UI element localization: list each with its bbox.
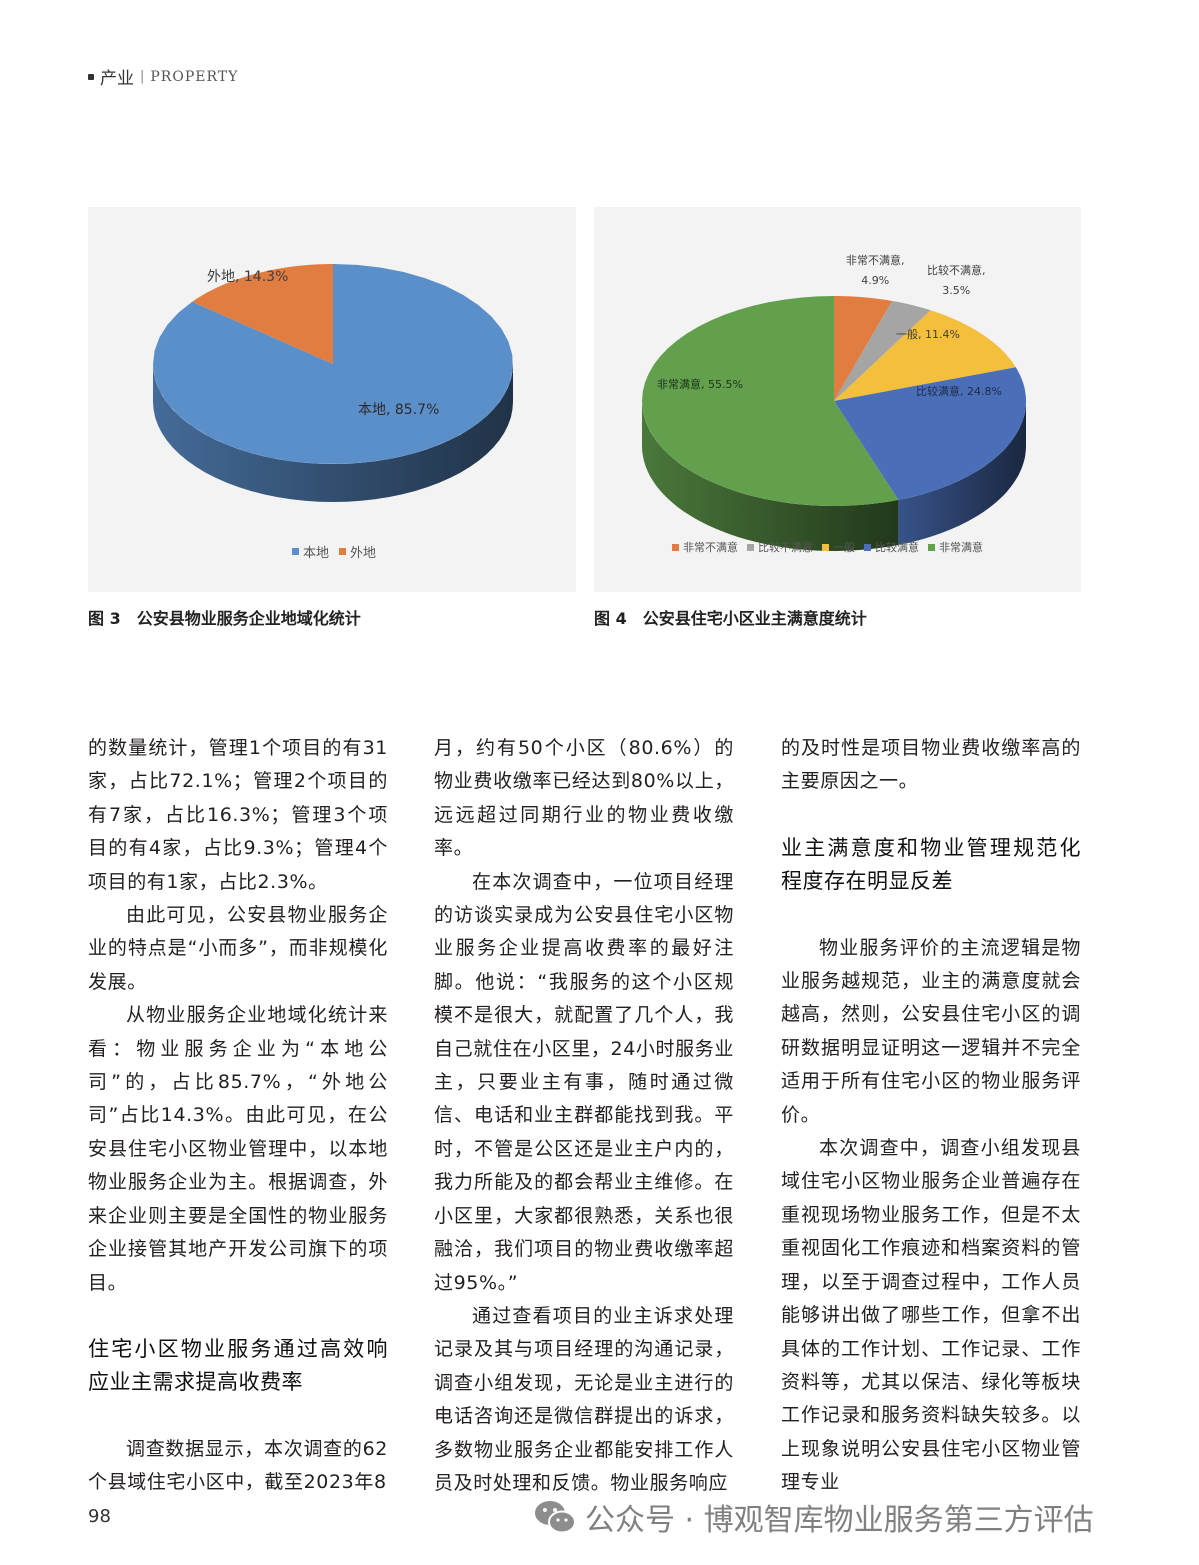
- pie-slice-非常不满意: [834, 296, 893, 401]
- legend-swatch: [672, 543, 679, 551]
- data-label-neutral: 一般, 11.4%: [896, 328, 960, 341]
- paragraph: 月，约有50个小区（80.6%）的物业费收缴率已经达到80%以上，远远超过同期行…: [434, 737, 734, 860]
- bullet-icon: [88, 73, 94, 80]
- figure-4-chart: 非常不满意, 4.9% 比较不满意, 3.5% 一般, 11.4% 比较满意, 24…: [594, 207, 1081, 592]
- paragraph: 的及时性是项目物业费收缴率高的主要原因之一。: [781, 737, 1081, 793]
- data-label-very-unsatisfied: 非常不满意, 4.9%: [846, 251, 905, 291]
- section-heading: 住宅小区物业服务通过高效响应业主需求提高收费率: [88, 1336, 388, 1395]
- legend-swatch: [928, 543, 935, 551]
- pie-slice-非常满意: [642, 296, 899, 506]
- paragraph: 在本次调查中，一位项目经理的访谈实录成为公安县住宅小区物业服务企业提高收费率的最…: [434, 870, 734, 1294]
- paragraph: 物业服务评价的主流逻辑是物业服务越规范，业主的满意度就会越高，然则，公安县住宅小…: [781, 936, 1081, 1126]
- section-title: 产业: [100, 69, 134, 89]
- legend-item: 比较满意: [864, 539, 919, 555]
- legend-item: 本地: [292, 542, 329, 561]
- data-label-waidi: 外地, 14.3%: [207, 269, 289, 285]
- pie-slice-比较满意: [834, 367, 1026, 500]
- figure-4-caption: 图 4 公安县住宅小区业主满意度统计: [594, 609, 867, 628]
- legend-item: 比较不满意: [747, 539, 813, 555]
- pie-chart-3d: [153, 264, 513, 502]
- pie-slice-比较不满意: [834, 300, 931, 401]
- data-label-very-satisfied: 非常满意, 55.5%: [657, 378, 743, 391]
- legend-label: 本地: [303, 546, 330, 561]
- chart-legend: 本地 外地: [292, 542, 376, 561]
- separator: |: [140, 69, 145, 84]
- label-line: 非常不满意,: [846, 254, 905, 267]
- legend-item: 非常满意: [928, 539, 983, 555]
- pie-slice-side: [642, 401, 899, 551]
- legend-swatch: [864, 543, 871, 551]
- pie-slice-本地: [153, 264, 513, 464]
- pie-chart-3d: [642, 296, 1026, 551]
- pie-slice-side: [153, 364, 513, 502]
- section-heading: 业主满意度和物业管理规范化程度存在明显反差: [781, 835, 1081, 894]
- legend-label: 比较不满意: [758, 541, 813, 554]
- legend-swatch: [747, 543, 754, 551]
- legend-label: 非常满意: [939, 541, 983, 554]
- figure-3-caption: 图 3 公安县物业服务企业地域化统计: [88, 609, 361, 628]
- pie-slice-外地: [192, 264, 333, 364]
- paragraph: 由此可见，公安县物业服务企业的特点是“小而多”，而非规模化发展。: [88, 904, 388, 993]
- paragraph: 调查数据显示，本次调查的62个县域住宅小区中，截至2023年8: [88, 1437, 388, 1494]
- data-label-bendi: 本地, 85.7%: [358, 402, 440, 418]
- pie-slice-side: [898, 401, 1026, 545]
- legend-item: 一般: [822, 539, 855, 555]
- text-column-1: 的数量统计，管理1个项目的有31家，占比72.1%；管理2个项目的有7家，占比1…: [88, 732, 388, 1500]
- figure-3-chart: 外地, 14.3% 本地, 85.7% 本地 外地: [88, 207, 576, 592]
- data-label-unsatisfied: 比较不满意, 3.5%: [927, 261, 986, 301]
- paragraph: 本次调查中，调查小组发现县域住宅小区物业服务企业普遍存在重视现场物业服务工作，但…: [781, 1137, 1081, 1494]
- pie-slice-一般: [834, 310, 1016, 401]
- legend-swatch: [339, 548, 347, 555]
- watermark-text: 公众号 · 博观智库物业服务第三方评估: [585, 1503, 1094, 1538]
- label-line: 3.5%: [942, 284, 971, 297]
- spacer: [781, 899, 1081, 932]
- paragraph: 通过查看项目的业主诉求处理记录及其与项目经理的沟通记录，调查小组发现，无论是业主…: [434, 1304, 734, 1494]
- label-line: 比较不满意,: [927, 264, 986, 277]
- paragraph: 从物业服务企业地域化统计来看：物业服务企业为“本地公司”的，占比85.7%，“外…: [88, 1004, 388, 1294]
- text-column-3: 的及时性是项目物业费收缴率高的主要原因之一。 业主满意度和物业管理规范化程度存在明…: [781, 732, 1081, 1500]
- text-column-2: 月，约有50个小区（80.6%）的物业费收缴率已经达到80%以上，远远超过同期行…: [434, 732, 734, 1500]
- data-label-satisfied: 比较满意, 24.8%: [916, 385, 1002, 398]
- wechat-icon: [535, 1501, 576, 1534]
- running-header: 产业 | PROPERTY: [88, 64, 238, 89]
- spacer: [88, 1400, 388, 1433]
- legend-swatch: [292, 548, 299, 555]
- paragraph: 的数量统计，管理1个项目的有31家，占比72.1%；管理2个项目的有7家，占比1…: [88, 737, 388, 893]
- legend-item: 外地: [339, 542, 376, 561]
- legend-label: 一般: [833, 541, 855, 554]
- page-number: 98: [88, 1506, 111, 1527]
- legend-label: 外地: [350, 546, 377, 561]
- legend-label: 比较满意: [875, 541, 919, 554]
- watermark: 公众号 · 博观智库物业服务第三方评估: [533, 1495, 1094, 1539]
- section-title-en: PROPERTY: [150, 68, 239, 85]
- spacer: [781, 799, 1081, 832]
- label-line: 4.9%: [861, 274, 890, 287]
- legend-label: 非常不满意: [683, 541, 738, 554]
- spacer: [88, 1300, 388, 1333]
- chart-legend: 非常不满意 比较不满意 一般 比较满意 非常满意: [672, 539, 983, 555]
- legend-item: 非常不满意: [672, 539, 738, 555]
- legend-swatch: [822, 543, 829, 551]
